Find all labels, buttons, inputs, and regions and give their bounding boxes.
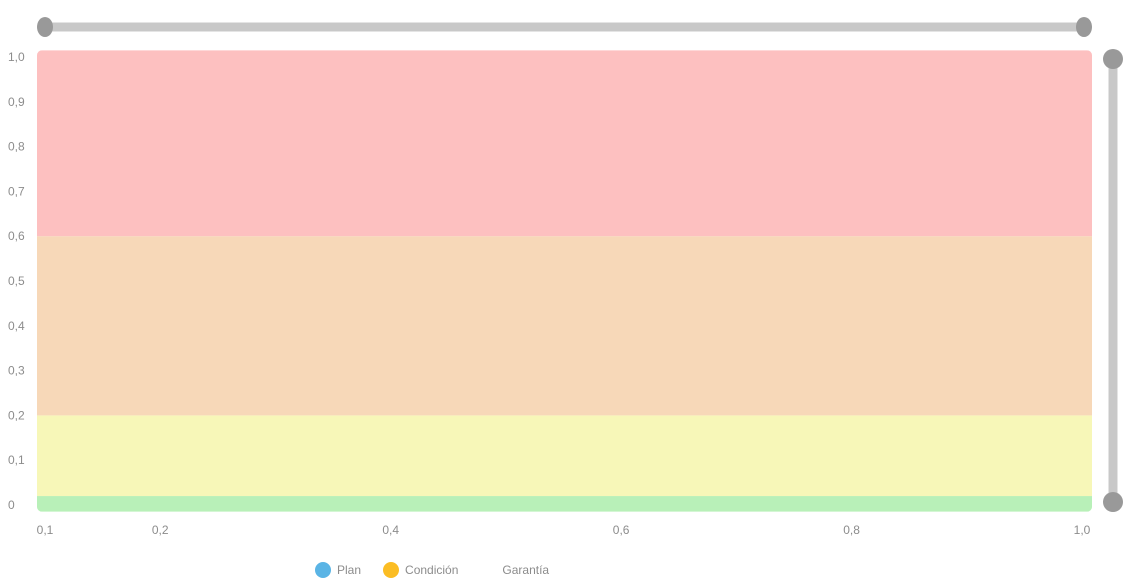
legend-label: Condición <box>405 563 459 577</box>
y-range-slider[interactable] <box>1103 49 1123 512</box>
legend-item[interactable]: Condición <box>383 562 458 578</box>
x-tick-label: 0,8 <box>843 523 860 537</box>
y-tick-label: 0,7 <box>8 184 25 198</box>
x-tick-label: 0,6 <box>613 523 630 537</box>
band-3 <box>37 50 1092 237</box>
chart-bands <box>37 50 1092 512</box>
band-0 <box>37 496 1092 512</box>
legend-label: Garantía <box>502 563 550 577</box>
y-tick-label: 0,2 <box>8 408 25 422</box>
legend-item[interactable]: Plan <box>315 562 361 578</box>
x-slider-handle-start[interactable] <box>37 17 53 37</box>
y-tick-label: 0,3 <box>8 364 25 378</box>
legend-item[interactable]: Garantía <box>480 562 549 578</box>
y-tick-label: 0,1 <box>8 453 25 467</box>
y-tick-label: 0,8 <box>8 140 25 154</box>
y-slider-handle-top[interactable] <box>1103 49 1123 69</box>
x-tick-label: 1,0 <box>1074 523 1091 537</box>
x-range-slider[interactable] <box>37 17 1092 37</box>
y-tick-label: 0,5 <box>8 274 25 288</box>
y-tick-label: 1,0 <box>8 50 25 64</box>
x-tick-label: 0,1 <box>37 523 54 537</box>
band-1 <box>37 415 1092 497</box>
legend-label: Plan <box>337 563 362 577</box>
legend-swatch-empty <box>480 562 496 578</box>
x-tick-label: 0,2 <box>152 523 169 537</box>
y-tick-label: 0,6 <box>8 229 25 243</box>
legend: Plan Condición Garantía <box>315 561 571 579</box>
y-tick-label: 0,9 <box>8 95 25 109</box>
y-tick-label: 0 <box>8 498 15 512</box>
y-slider-handle-bottom[interactable] <box>1103 492 1123 512</box>
band-2 <box>37 236 1092 416</box>
x-slider-handle-end[interactable] <box>1076 17 1092 37</box>
y-axis-ticks: 0 0,1 0,2 0,3 0,4 0,5 0,6 0,7 0,8 0,9 1,0 <box>8 50 25 512</box>
circle-icon <box>315 562 331 578</box>
circle-icon <box>383 562 400 578</box>
y-tick-label: 0,4 <box>8 319 25 333</box>
x-axis-ticks: 0,1 0,2 0,4 0,6 0,8 1,0 <box>37 523 1091 537</box>
x-tick-label: 0,4 <box>382 523 399 537</box>
